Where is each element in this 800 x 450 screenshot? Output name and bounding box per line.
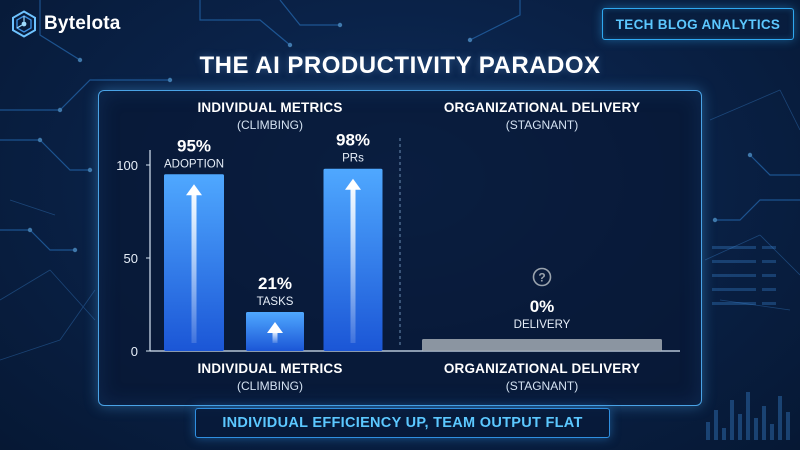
left-header: INDIVIDUAL METRICS (CLIMBING) [170, 100, 370, 132]
blog-tag-label: TECH BLOG ANALYTICS [615, 16, 781, 32]
up-arrow-shaft [191, 193, 197, 343]
mini-bars [706, 392, 790, 440]
up-arrow-icon [345, 178, 361, 190]
bar-delivery [422, 339, 662, 351]
category-label: ADOPTION [164, 158, 224, 170]
left-footer-subtitle: (CLIMBING) [237, 379, 303, 393]
brand-name: Bytelota [44, 13, 121, 34]
left-footer-title: INDIVIDUAL METRICS [197, 361, 343, 376]
right-footer: ORGANIZATIONAL DELIVERY (STAGNANT) [412, 361, 672, 393]
question-mark-label: ? [538, 271, 545, 285]
blog-tag: TECH BLOG ANALYTICS [602, 8, 794, 40]
up-arrow-icon [186, 184, 202, 196]
category-label: DELIVERY [514, 319, 571, 331]
up-arrow-shaft [350, 187, 356, 343]
left-header-title: INDIVIDUAL METRICS [197, 100, 343, 115]
y-tick-label: 0 [131, 344, 138, 359]
y-tick-label: 50 [124, 251, 138, 266]
right-footer-title: ORGANIZATIONAL DELIVERY [443, 361, 641, 376]
right-footer-subtitle: (STAGNANT) [505, 379, 579, 393]
left-footer: INDIVIDUAL METRICS (CLIMBING) [170, 361, 370, 393]
brand-logo[interactable]: Bytelota [10, 9, 121, 39]
category-label: TASKS [257, 296, 294, 308]
value-label: 98% [336, 131, 370, 150]
summary-banner: INDIVIDUAL EFFICIENCY UP, TEAM OUTPUT FL… [195, 408, 610, 438]
mini-list [712, 246, 776, 305]
category-label: PRs [342, 153, 364, 165]
value-label: 0% [530, 297, 555, 316]
value-label: 21% [258, 274, 292, 293]
hexagon-circuit-icon [12, 10, 36, 38]
circuit-traces [0, 0, 800, 253]
y-tick-label: 100 [116, 158, 138, 173]
up-arrow-shaft [272, 330, 278, 343]
network-lines [0, 89, 800, 361]
right-header-subtitle: (STAGNANT) [505, 118, 579, 132]
left-header-subtitle: (CLIMBING) [237, 118, 303, 132]
right-header: ORGANIZATIONAL DELIVERY (STAGNANT) [412, 100, 672, 132]
up-arrow-icon [267, 321, 283, 333]
value-label: 95% [177, 136, 211, 155]
question-icon [532, 267, 552, 287]
right-header-title: ORGANIZATIONAL DELIVERY [443, 100, 641, 115]
summary-banner-text: INDIVIDUAL EFFICIENCY UP, TEAM OUTPUT FL… [222, 415, 583, 431]
page-title: THE AI PRODUCTIVITY PARADOX [199, 52, 601, 79]
